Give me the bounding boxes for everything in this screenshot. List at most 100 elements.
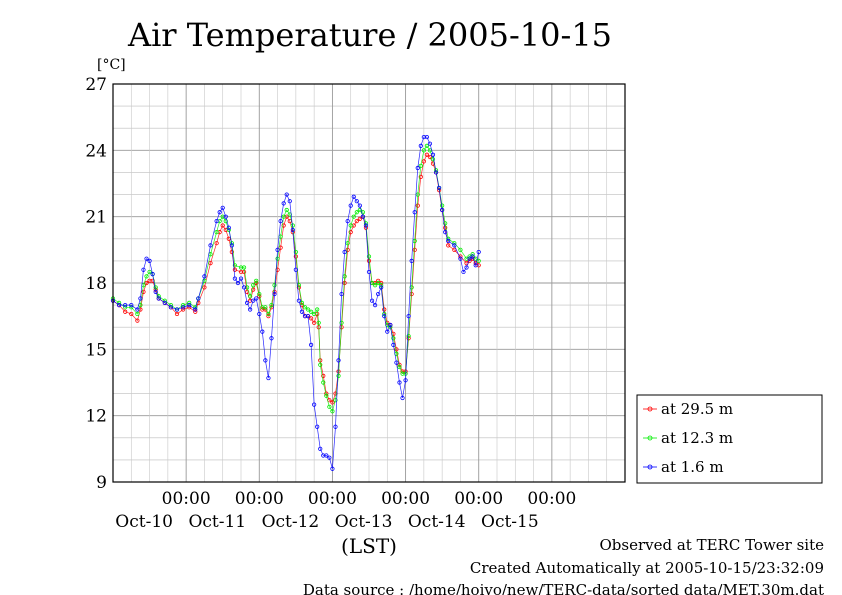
- data-point: [345, 241, 350, 246]
- y-tick-label: 15: [85, 340, 107, 360]
- data-point: [281, 214, 286, 219]
- data-point: [409, 258, 414, 263]
- data-point: [263, 305, 268, 310]
- data-point: [275, 247, 280, 252]
- x-tick-time-label: 00:00: [308, 489, 357, 509]
- data-point: [251, 287, 256, 292]
- data-point: [348, 203, 353, 208]
- data-point: [357, 216, 362, 221]
- data-point: [318, 446, 323, 451]
- chart-title: Air Temperature / 2005-10-15: [127, 16, 612, 54]
- data-point: [360, 214, 365, 219]
- data-point: [135, 318, 140, 323]
- y-tick-label: 27: [85, 75, 107, 95]
- data-point: [232, 267, 237, 272]
- data-point: [223, 214, 228, 219]
- data-point: [174, 311, 180, 317]
- data-point: [312, 320, 317, 325]
- x-tick-date-label: Oct-13: [335, 512, 393, 532]
- data-point: [324, 393, 329, 398]
- data-point: [348, 230, 353, 235]
- data-point: [220, 223, 225, 228]
- data-point: [208, 243, 213, 248]
- data-point: [181, 305, 186, 310]
- data-point: [308, 316, 314, 321]
- data-point: [351, 194, 356, 199]
- data-point: [232, 276, 237, 281]
- data-point: [476, 249, 481, 255]
- data-point: [214, 218, 219, 224]
- data-point: [366, 254, 372, 259]
- data-point: [433, 170, 439, 175]
- x-tick-date-label: Oct-14: [408, 512, 466, 532]
- data-point: [440, 207, 445, 213]
- data-point: [232, 263, 237, 268]
- data-point: [193, 309, 198, 314]
- data-point: [321, 373, 326, 378]
- data-point: [318, 362, 323, 367]
- data-point: [339, 291, 344, 297]
- data-point: [333, 398, 338, 403]
- data-point: [153, 289, 158, 294]
- data-point: [269, 303, 274, 308]
- data-point: [418, 163, 423, 168]
- data-point: [360, 210, 365, 215]
- data-point: [369, 298, 375, 303]
- data-point: [366, 269, 372, 275]
- data-point: [443, 230, 448, 235]
- x-tick-labels: 00:00 Oct-10 00:00 Oct-11 00:00 Oct-12 00:00 Oc…: [115, 489, 576, 532]
- data-point: [290, 227, 295, 233]
- data-point: [452, 243, 457, 248]
- data-point: [241, 269, 247, 275]
- x-axis-label: (LST): [341, 534, 397, 558]
- data-point: [202, 285, 207, 290]
- data-point: [470, 254, 475, 259]
- data-point: [330, 466, 335, 471]
- data-point: [397, 364, 402, 370]
- data-point: [351, 214, 356, 219]
- data-point: [293, 267, 298, 272]
- data-point: [284, 192, 289, 197]
- data-point: [418, 174, 423, 179]
- data-point: [427, 141, 433, 146]
- data-point: [284, 207, 289, 213]
- data-point: [248, 294, 253, 299]
- data-point: [238, 276, 244, 281]
- data-point: [241, 285, 247, 290]
- data-point: [214, 230, 219, 235]
- x-tick-date-label: Oct-15: [481, 512, 539, 532]
- data-point: [467, 256, 472, 261]
- data-point: [354, 210, 359, 215]
- data-point: [330, 409, 335, 414]
- data-point: [424, 152, 429, 157]
- data-point: [299, 309, 305, 314]
- data-point: [357, 207, 362, 213]
- data-point: [421, 159, 426, 164]
- data-point: [376, 280, 381, 286]
- data-point: [129, 311, 134, 317]
- data-point: [135, 311, 140, 317]
- y-tick-label: 24: [85, 141, 107, 161]
- created-timestamp: Created Automatically at 2005-10-15/23:3…: [469, 559, 824, 577]
- data-point: [144, 256, 149, 261]
- legend-label: at 1.6 m: [661, 458, 724, 476]
- data-point: [296, 298, 301, 303]
- data-point: [248, 307, 253, 312]
- data-point: [406, 314, 411, 319]
- data-point: [345, 218, 350, 224]
- x-tick-date-label: Oct-12: [262, 512, 320, 532]
- data-point: [458, 256, 463, 261]
- data-point: [339, 320, 344, 325]
- data-point: [312, 311, 317, 317]
- data-point: [187, 305, 192, 310]
- data-point: [461, 269, 466, 275]
- observed-note: Observed at TERC Tower site: [599, 536, 824, 554]
- data-point: [141, 267, 146, 272]
- data-point: [421, 148, 426, 153]
- data-point: [412, 210, 417, 215]
- data-point: [376, 278, 381, 283]
- y-tick-label: 12: [85, 407, 107, 427]
- data-point: [443, 221, 448, 226]
- data-point: [327, 404, 332, 409]
